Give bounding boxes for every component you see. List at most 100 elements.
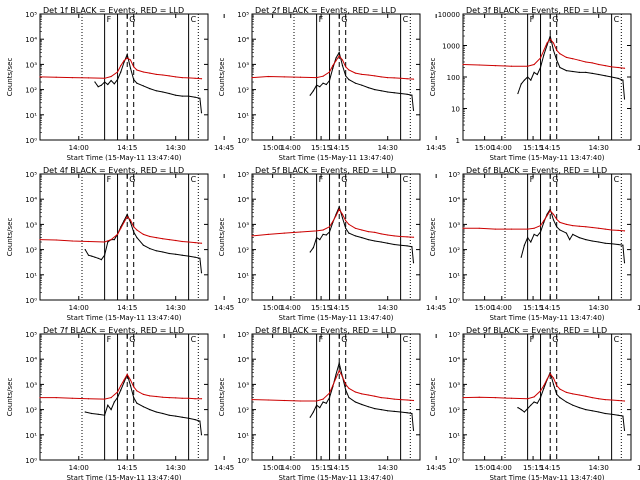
data-point-red bbox=[142, 233, 144, 235]
y-tick-label: 10⁴ bbox=[448, 196, 460, 204]
data-point-black bbox=[107, 241, 109, 243]
data-point-red bbox=[283, 232, 285, 234]
y-tick-label: 10³ bbox=[237, 61, 249, 69]
data-point-red bbox=[412, 78, 415, 80]
data-point-red bbox=[406, 236, 408, 238]
y-axis-label: Counts/sec bbox=[218, 58, 226, 97]
data-point-red bbox=[341, 59, 344, 61]
x-axis-label: Start Time (15-May-11 13:47:40) bbox=[489, 314, 604, 322]
x-tick-label: 14:45 bbox=[426, 304, 446, 312]
data-point-black bbox=[312, 90, 314, 92]
data-point-black bbox=[155, 411, 157, 413]
y-axis-label: Counts/sec bbox=[429, 378, 437, 417]
data-point-black bbox=[406, 245, 408, 247]
series-line-black bbox=[94, 52, 202, 113]
y-tick-label: 1 bbox=[456, 137, 460, 145]
x-tick-label: 14:15 bbox=[329, 304, 349, 312]
panel-det-8: Det 8f BLACK = Events, RED = LLD 10⁰ 10¹ 10… bbox=[218, 326, 543, 480]
data-point-red bbox=[338, 370, 340, 372]
data-point-black bbox=[549, 371, 551, 373]
data-point-red bbox=[149, 235, 151, 238]
data-point-red bbox=[406, 78, 408, 80]
data-point-black bbox=[411, 94, 413, 96]
data-point-black bbox=[133, 231, 135, 233]
data-point-red bbox=[200, 78, 203, 80]
data-point-black bbox=[598, 241, 600, 243]
series-line-black bbox=[84, 213, 202, 273]
data-point-red bbox=[116, 71, 119, 73]
data-point-black bbox=[527, 408, 529, 410]
data-point-black bbox=[374, 408, 376, 410]
data-point-black bbox=[598, 73, 600, 76]
data-point-red bbox=[380, 76, 382, 78]
data-point-red bbox=[129, 379, 132, 381]
data-point-red bbox=[549, 38, 551, 40]
data-point-red bbox=[354, 72, 356, 74]
data-point-black bbox=[400, 92, 402, 95]
data-point-black bbox=[123, 381, 125, 383]
data-point-black bbox=[188, 95, 190, 97]
plot-frame bbox=[462, 13, 632, 141]
x-tick-label: 15:00 bbox=[475, 304, 495, 312]
data-point-black bbox=[552, 49, 555, 52]
data-point-red bbox=[116, 233, 119, 235]
x-tick-label: 14:30 bbox=[589, 304, 609, 312]
data-point-red bbox=[120, 385, 122, 387]
data-point-red bbox=[335, 377, 337, 379]
data-point-black bbox=[617, 414, 619, 416]
data-point-black bbox=[543, 54, 545, 56]
x-tick-label: 14:00 bbox=[281, 464, 301, 472]
data-point-black bbox=[572, 233, 574, 235]
data-point-black bbox=[543, 221, 545, 223]
data-point-red bbox=[533, 396, 535, 398]
data-point-red bbox=[129, 59, 132, 61]
data-point-black bbox=[348, 79, 350, 81]
data-point-black bbox=[110, 79, 112, 82]
panel-det-5: Det 5f BLACK = Events, RED = LLD 10⁰ 10¹ 10… bbox=[218, 166, 543, 322]
data-point-red bbox=[354, 391, 356, 393]
data-point-black bbox=[411, 412, 413, 415]
series-line-black bbox=[309, 51, 414, 111]
data-point-black bbox=[87, 254, 90, 256]
y-tick-label: 10⁰ bbox=[237, 457, 249, 465]
data-point-black bbox=[133, 79, 135, 81]
data-point-red bbox=[578, 394, 580, 396]
y-tick-label: 10² bbox=[25, 247, 37, 255]
data-point-red bbox=[162, 74, 164, 76]
y-tick-label: 10⁰ bbox=[25, 137, 37, 145]
y-tick-label: 1000 bbox=[442, 43, 460, 51]
data-point-red bbox=[251, 235, 253, 237]
data-point-black bbox=[338, 362, 340, 364]
data-point-black bbox=[348, 232, 350, 234]
data-point-red bbox=[559, 221, 561, 223]
plot-frame bbox=[39, 333, 209, 461]
data-point-red bbox=[332, 65, 334, 67]
data-point-black bbox=[354, 82, 356, 84]
data-point-red bbox=[149, 395, 151, 397]
series-line-black bbox=[309, 205, 414, 263]
data-point-black bbox=[338, 206, 340, 208]
data-point-red bbox=[572, 58, 574, 60]
data-point-red bbox=[578, 225, 580, 227]
data-point-red bbox=[374, 231, 376, 233]
data-point-black bbox=[622, 79, 624, 81]
data-point-red bbox=[155, 237, 157, 239]
x-tick-label: 14:30 bbox=[166, 304, 186, 312]
marker-c: C bbox=[191, 175, 197, 184]
data-point-black bbox=[387, 410, 389, 412]
y-tick-label: 10¹ bbox=[237, 432, 249, 440]
x-tick-label: 14:15 bbox=[117, 144, 137, 152]
data-point-black bbox=[523, 411, 526, 413]
data-point-black bbox=[129, 385, 132, 387]
plot-frame bbox=[251, 333, 421, 461]
marker-c: C bbox=[191, 15, 197, 24]
y-tick-label: 10² bbox=[25, 87, 37, 95]
y-tick-label: 10⁵ bbox=[237, 331, 249, 339]
y-tick-label: 10⁴ bbox=[448, 356, 460, 364]
data-point-red bbox=[283, 399, 285, 402]
data-point-red bbox=[341, 213, 344, 215]
data-point-red bbox=[604, 65, 606, 67]
data-point-black bbox=[556, 393, 558, 395]
data-point-red bbox=[354, 227, 356, 229]
data-point-black bbox=[200, 112, 203, 114]
